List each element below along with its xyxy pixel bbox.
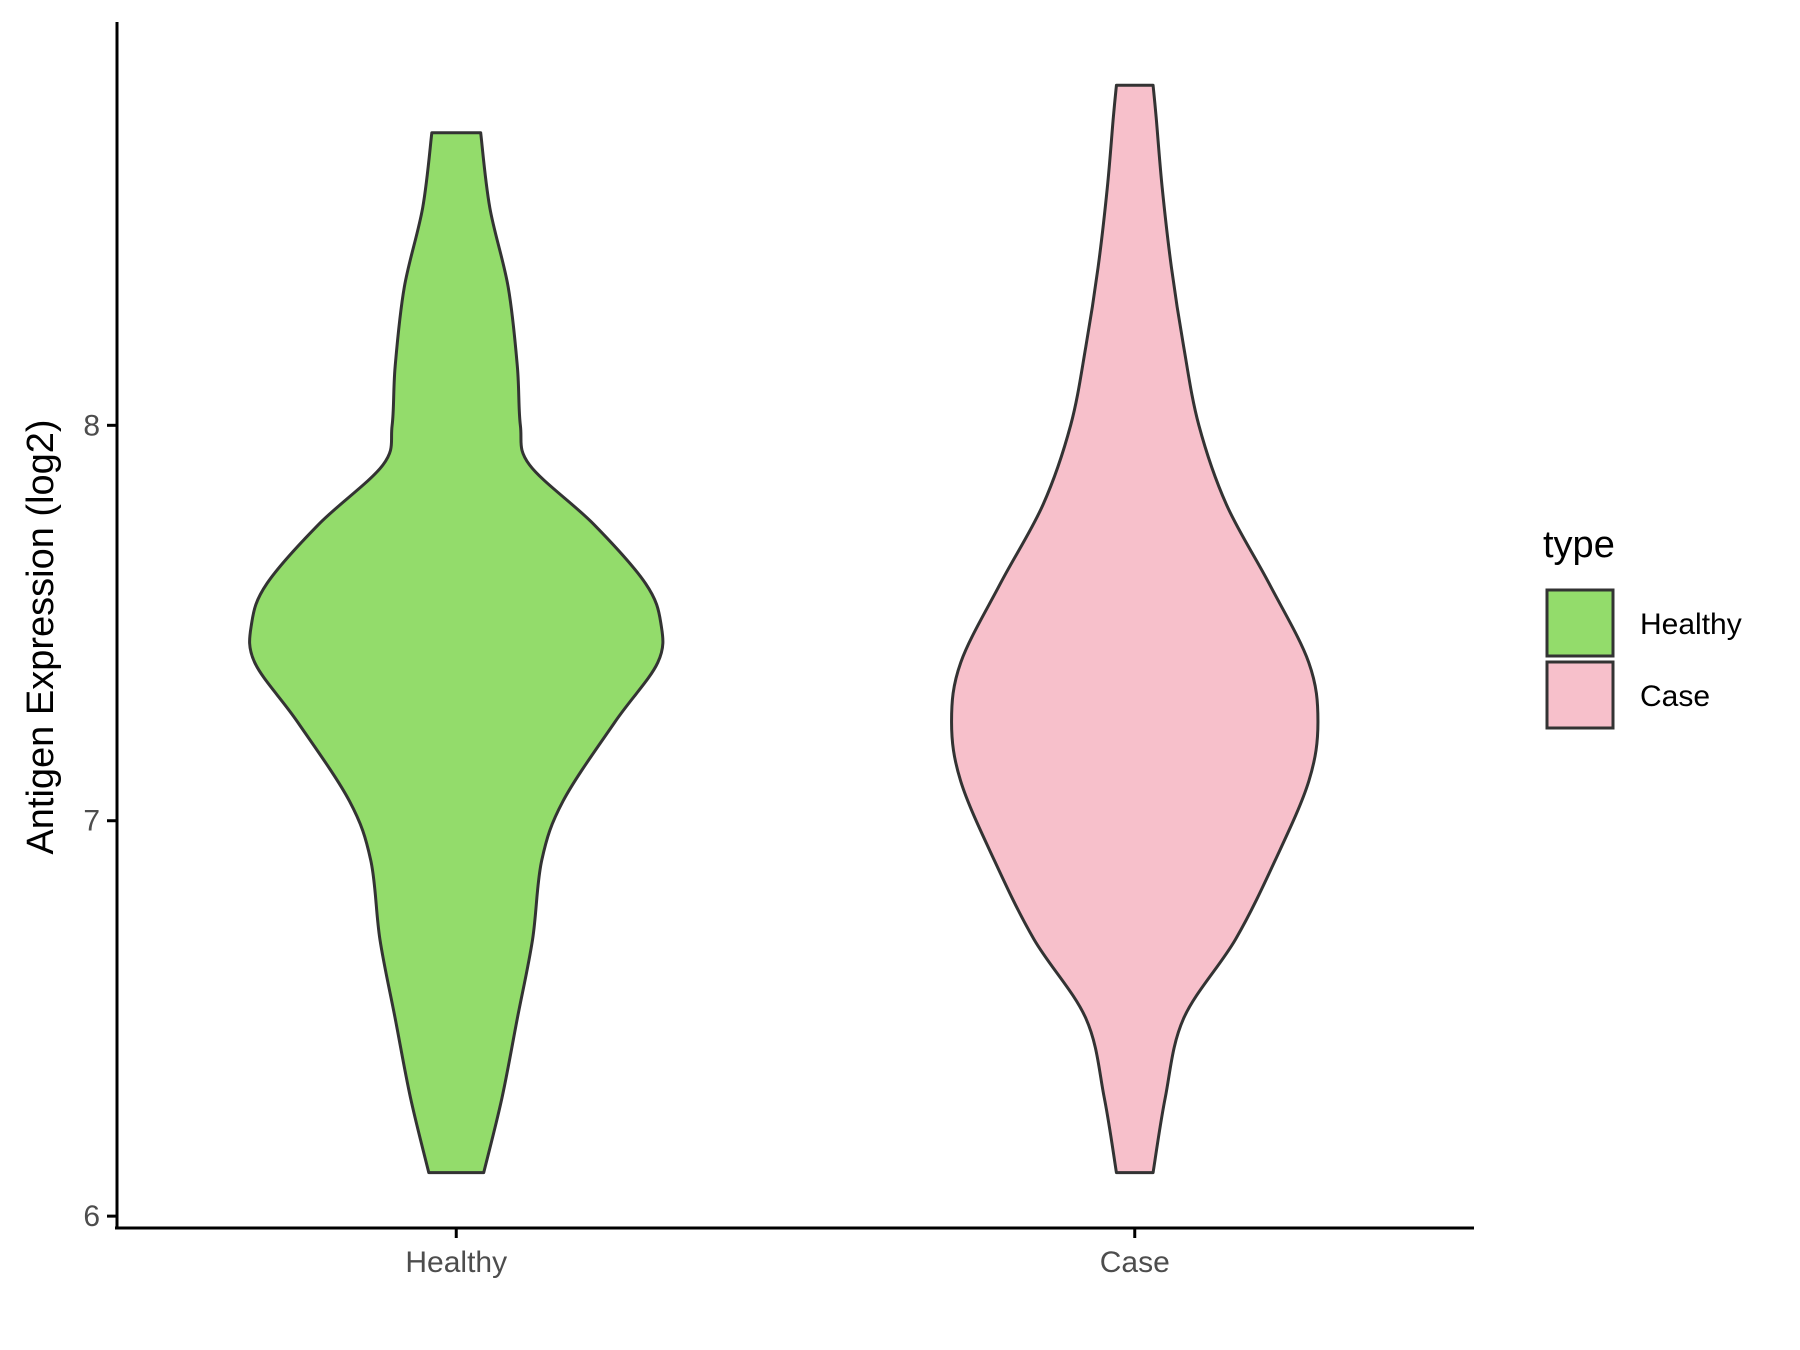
x-ticks: Healthy Case [405,1228,1170,1279]
legend-label-case: Case [1640,680,1710,713]
legend-label-healthy: Healthy [1640,608,1742,641]
legend-title: type [1543,524,1615,566]
y-axis-title: Antigen Expression (log2) [20,419,62,854]
legend-swatch-case [1545,660,1615,730]
y-ticks: 6 7 8 [83,409,117,1233]
axes-layer [115,22,1474,1230]
x-tick-label-case: Case [1100,1246,1170,1279]
legend-swatch-healthy [1545,588,1615,658]
violin-healthy [248,131,665,1175]
x-tick-label-healthy: Healthy [405,1246,507,1279]
y-tick-label: 8 [83,409,100,442]
y-tick-label: 7 [83,805,100,838]
legend: type Healthy Case [1543,524,1742,730]
y-tick-label: 6 [83,1200,100,1233]
violin-case [950,83,1320,1175]
violins-layer [248,83,1320,1175]
legend-items: Healthy Case [1545,588,1742,730]
